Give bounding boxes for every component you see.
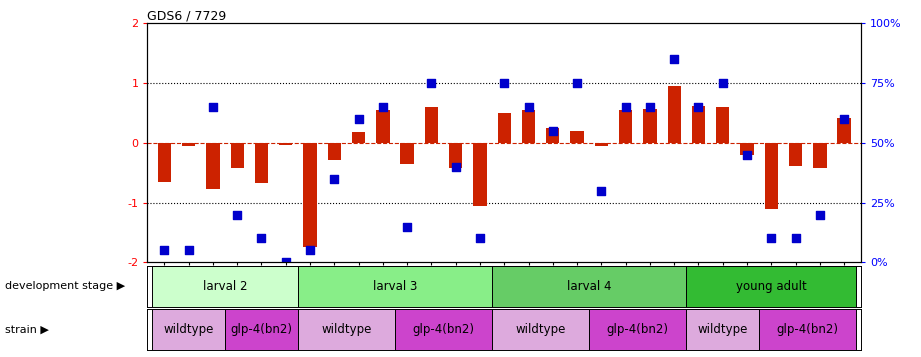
Bar: [492, 309, 589, 350]
Point: [521, 104, 536, 110]
Point: [327, 176, 342, 182]
Bar: [643, 109, 657, 143]
Text: larval 2: larval 2: [203, 280, 248, 293]
Point: [837, 116, 852, 122]
Text: glp-4(bn2): glp-4(bn2): [607, 323, 669, 336]
Bar: [764, 143, 778, 208]
Point: [643, 104, 658, 110]
Point: [254, 236, 269, 241]
Bar: [255, 143, 268, 183]
Point: [278, 260, 293, 265]
Text: development stage ▶: development stage ▶: [5, 281, 124, 292]
Bar: [157, 143, 171, 182]
Bar: [546, 128, 559, 143]
Bar: [716, 107, 729, 143]
Point: [497, 80, 512, 86]
Point: [424, 80, 438, 86]
Bar: [303, 143, 317, 247]
Point: [788, 236, 803, 241]
Bar: [297, 309, 395, 350]
Text: strain ▶: strain ▶: [5, 324, 49, 335]
Point: [764, 236, 778, 241]
Bar: [759, 309, 857, 350]
Bar: [230, 143, 244, 168]
Text: glp-4(bn2): glp-4(bn2): [776, 323, 839, 336]
Bar: [225, 309, 297, 350]
Bar: [837, 118, 851, 143]
Point: [351, 116, 366, 122]
Point: [230, 212, 245, 217]
Bar: [328, 143, 341, 160]
Bar: [740, 143, 753, 155]
Bar: [395, 309, 492, 350]
Bar: [570, 131, 584, 143]
Bar: [473, 143, 486, 206]
Text: wildtype: wildtype: [697, 323, 748, 336]
Point: [716, 80, 730, 86]
Point: [667, 56, 682, 62]
Text: glp-4(bn2): glp-4(bn2): [230, 323, 293, 336]
Bar: [619, 110, 633, 143]
Bar: [692, 106, 705, 143]
Bar: [152, 266, 297, 307]
Point: [205, 104, 220, 110]
Point: [812, 212, 827, 217]
Point: [594, 188, 609, 193]
Bar: [497, 113, 511, 143]
Point: [157, 248, 171, 253]
Bar: [686, 309, 759, 350]
Text: wildtype: wildtype: [163, 323, 214, 336]
Bar: [376, 110, 390, 143]
Bar: [152, 309, 225, 350]
Bar: [522, 110, 535, 143]
Bar: [589, 309, 686, 350]
Bar: [182, 143, 195, 146]
Point: [303, 248, 318, 253]
Point: [570, 80, 585, 86]
Point: [545, 128, 560, 134]
Text: larval 4: larval 4: [567, 280, 612, 293]
Point: [400, 223, 414, 230]
Bar: [206, 143, 219, 190]
Bar: [297, 266, 492, 307]
Bar: [279, 143, 293, 145]
Text: wildtype: wildtype: [516, 323, 565, 336]
Text: GDS6 / 7729: GDS6 / 7729: [147, 9, 227, 22]
Point: [181, 248, 196, 253]
Bar: [492, 266, 686, 307]
Text: glp-4(bn2): glp-4(bn2): [413, 323, 474, 336]
Text: wildtype: wildtype: [321, 323, 372, 336]
Point: [376, 104, 391, 110]
Bar: [401, 143, 414, 164]
Bar: [789, 143, 802, 166]
Bar: [686, 266, 857, 307]
Bar: [352, 132, 366, 143]
Bar: [668, 86, 681, 143]
Bar: [449, 143, 462, 168]
Bar: [595, 143, 608, 146]
Point: [618, 104, 633, 110]
Bar: [425, 107, 438, 143]
Point: [740, 152, 754, 158]
Text: young adult: young adult: [736, 280, 807, 293]
Point: [449, 164, 463, 170]
Point: [472, 236, 487, 241]
Text: larval 3: larval 3: [373, 280, 417, 293]
Bar: [813, 143, 826, 168]
Point: [691, 104, 705, 110]
